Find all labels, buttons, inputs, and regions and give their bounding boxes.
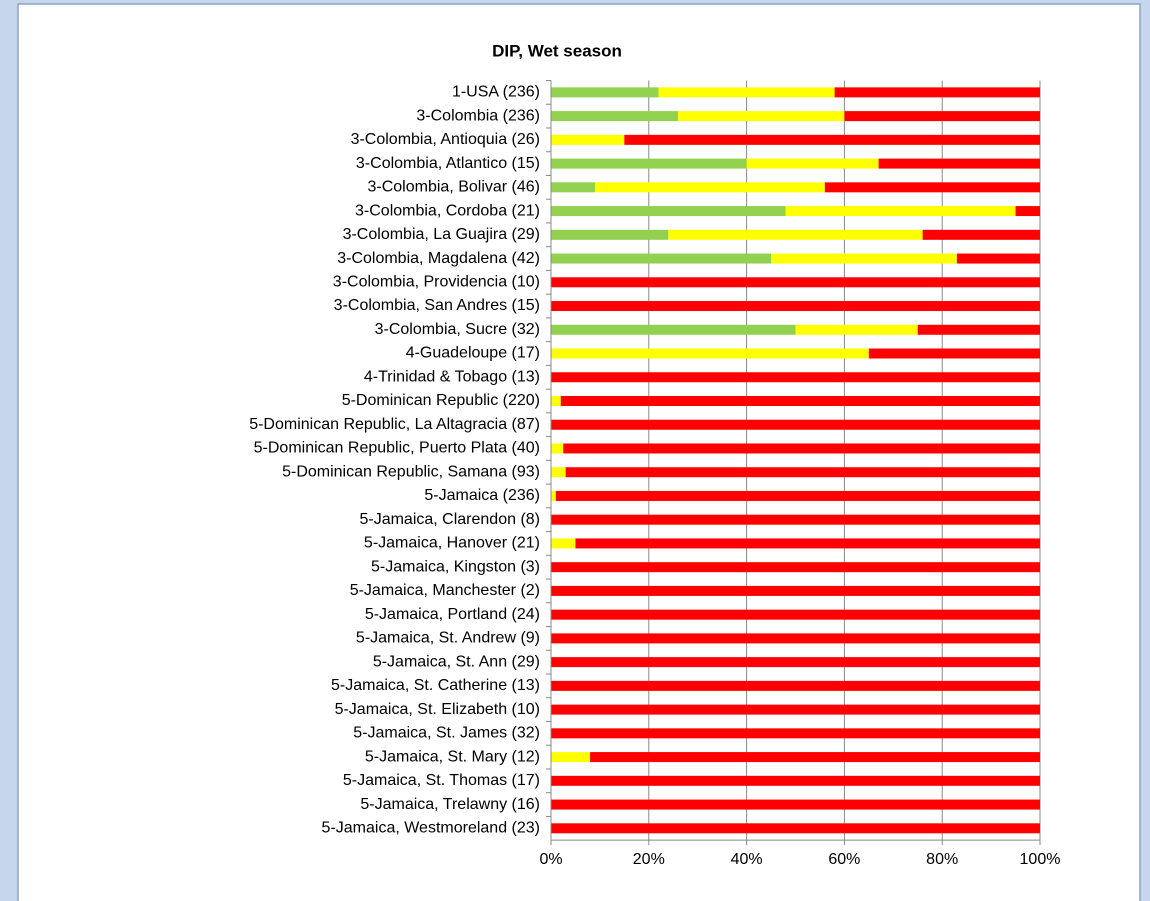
- y-tick-label: 3-Colombia, Sucre (32): [375, 321, 540, 338]
- y-tick-label: 5-Jamaica, St. James (32): [353, 725, 540, 742]
- y-tick-label: 5-Jamaica, St. Elizabeth (10): [335, 701, 540, 718]
- bar-segment: [844, 111, 1040, 122]
- bar-segment: [956, 253, 1040, 264]
- bar-segment: [771, 253, 957, 264]
- bar-segment: [551, 348, 869, 359]
- x-tick-label: 100%: [1020, 851, 1061, 868]
- bar-segment: [868, 348, 1040, 359]
- x-tick-label: 40%: [731, 851, 763, 868]
- y-tick-label: 5-Jamaica (236): [424, 487, 540, 504]
- bar-segment: [551, 372, 1040, 383]
- bar-segment: [551, 229, 669, 240]
- bar-segment: [551, 799, 1040, 810]
- x-tick-label: 80%: [926, 851, 958, 868]
- bar-segment: [551, 277, 1040, 288]
- y-tick-label: 4-Trinidad & Tobago (13): [364, 368, 540, 385]
- bar-segment: [555, 490, 1040, 501]
- x-tick-label: 60%: [828, 851, 860, 868]
- bar-segment: [624, 134, 1040, 145]
- bar-segment: [551, 562, 1040, 573]
- bar-segment: [551, 158, 747, 169]
- bar-segment: [575, 538, 1040, 549]
- bar-segment: [565, 467, 1040, 478]
- bar-segment: [595, 182, 825, 193]
- y-tick-label: 5-Dominican Republic, Puerto Plata (40): [254, 440, 540, 457]
- bar-segment: [878, 158, 1040, 169]
- bar-segment: [551, 728, 1040, 739]
- bar-segment: [551, 680, 1040, 691]
- bar-segment: [917, 324, 1040, 335]
- x-tick-label: 20%: [633, 851, 665, 868]
- bar-segment: [795, 324, 918, 335]
- bar-segment: [785, 206, 1016, 217]
- bar-segment: [551, 633, 1040, 644]
- bar-segment: [746, 158, 879, 169]
- y-tick-label: 3-Colombia, Providencia (10): [333, 274, 540, 291]
- y-tick-label: 5-Jamaica, St. Mary (12): [365, 748, 540, 765]
- y-tick-label: 5-Jamaica, Manchester (2): [350, 582, 540, 599]
- y-tick-label: 5-Jamaica, St. Andrew (9): [356, 630, 540, 647]
- y-tick-label: 5-Jamaica, Trelawny (16): [360, 796, 540, 813]
- bar-segment: [551, 419, 1040, 430]
- bar-segment: [590, 752, 1040, 763]
- y-tick-label: 5-Jamaica, Hanover (21): [364, 535, 540, 552]
- y-tick-label: 5-Dominican Republic (220): [342, 392, 540, 409]
- y-tick-label: 3-Colombia, La Guajira (29): [343, 226, 540, 243]
- chart-title: DIP, Wet season: [492, 41, 622, 60]
- bar-segment: [551, 490, 556, 501]
- bar-segment: [551, 395, 561, 406]
- bar-segment: [551, 823, 1040, 834]
- bar-segment: [1015, 206, 1040, 217]
- bar-segment: [551, 253, 772, 264]
- y-tick-label: 5-Jamaica, Westmoreland (23): [322, 820, 540, 837]
- bar-segment: [551, 301, 1040, 312]
- bar-segment: [551, 585, 1040, 596]
- bar-segment: [563, 443, 1040, 454]
- y-tick-label: 3-Colombia, San Andres (15): [334, 297, 540, 314]
- bar-segment: [551, 443, 564, 454]
- x-tick-label: 0%: [539, 851, 562, 868]
- y-tick-label: 5-Jamaica, St. Ann (29): [373, 653, 540, 670]
- bar-segment: [678, 111, 845, 122]
- y-tick-label: 3-Colombia, Antioquia (26): [351, 131, 540, 148]
- bar-segment: [551, 206, 786, 217]
- bar-segment: [551, 538, 576, 549]
- bar-segment: [551, 134, 625, 145]
- y-tick-label: 5-Jamaica, St. Thomas (17): [343, 772, 540, 789]
- bar-segment: [658, 87, 835, 98]
- bar-segment: [922, 229, 1040, 240]
- bar-segment: [834, 87, 1040, 98]
- y-tick-label: 4-Guadeloupe (17): [406, 345, 540, 362]
- y-tick-label: 5-Jamaica, Portland (24): [365, 606, 540, 623]
- y-tick-label: 3-Colombia, Cordoba (21): [355, 202, 540, 219]
- y-tick-label: 5-Jamaica, Clarendon (8): [359, 511, 540, 528]
- bar-segment: [551, 775, 1040, 786]
- bar-segment: [551, 467, 566, 478]
- bar-segment: [551, 87, 659, 98]
- y-tick-label: 3-Colombia, Magdalena (42): [337, 250, 540, 267]
- bar-segment: [551, 704, 1040, 715]
- bar-segment: [551, 324, 796, 335]
- bar-segment: [551, 514, 1040, 525]
- y-tick-label: 5-Jamaica, St. Catherine (13): [331, 677, 540, 694]
- bar-segment: [551, 111, 679, 122]
- y-tick-label: 1-USA (236): [452, 84, 540, 101]
- bar-segment: [551, 182, 596, 193]
- y-tick-label: 5-Jamaica, Kingston (3): [371, 558, 540, 575]
- y-tick-label: 3-Colombia, Bolivar (46): [367, 179, 540, 196]
- y-tick-label: 3-Colombia, Atlantico (15): [356, 155, 540, 172]
- bar-segment: [668, 229, 923, 240]
- y-tick-label: 5-Dominican Republic, Samana (93): [282, 463, 540, 480]
- y-tick-label: 3-Colombia (236): [416, 107, 540, 124]
- y-tick-label: 5-Dominican Republic, La Altagracia (87): [249, 416, 540, 433]
- bar-segment: [560, 395, 1040, 406]
- bar-segment: [551, 752, 591, 763]
- bar-segment: [551, 609, 1040, 620]
- bar-segment: [824, 182, 1040, 193]
- bar-segment: [551, 657, 1040, 668]
